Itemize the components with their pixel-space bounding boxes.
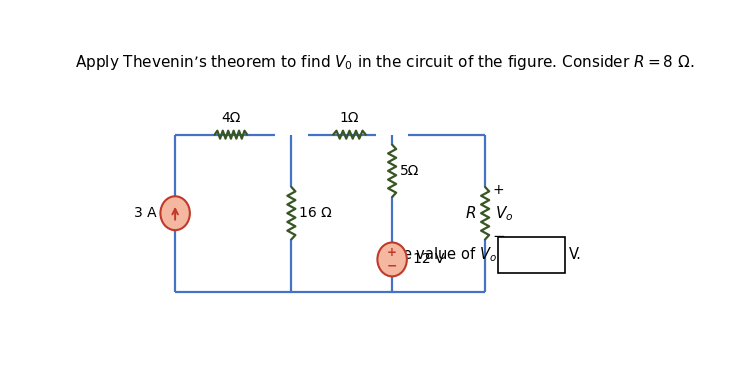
Text: 5Ω: 5Ω xyxy=(400,164,419,178)
Text: +: + xyxy=(387,246,397,259)
Ellipse shape xyxy=(160,196,190,230)
Text: 1Ω: 1Ω xyxy=(340,112,359,125)
Text: −: − xyxy=(493,229,506,244)
Text: −: − xyxy=(387,259,398,273)
Text: $V_o$: $V_o$ xyxy=(495,204,514,223)
Text: The value of $V_o$ is: The value of $V_o$ is xyxy=(384,246,514,264)
Text: 12 V: 12 V xyxy=(413,253,445,266)
FancyBboxPatch shape xyxy=(498,237,565,273)
Text: V.: V. xyxy=(569,248,582,262)
Text: 4Ω: 4Ω xyxy=(221,112,241,125)
Text: Apply Thevenin’s theorem to find $V_0$ in the circuit of the figure. Consider $R: Apply Thevenin’s theorem to find $V_0$ i… xyxy=(75,53,694,72)
Text: R: R xyxy=(465,206,476,221)
Text: 16 Ω: 16 Ω xyxy=(299,206,332,220)
Text: 3 A: 3 A xyxy=(134,206,157,220)
Ellipse shape xyxy=(377,242,406,276)
Text: +: + xyxy=(493,183,505,197)
